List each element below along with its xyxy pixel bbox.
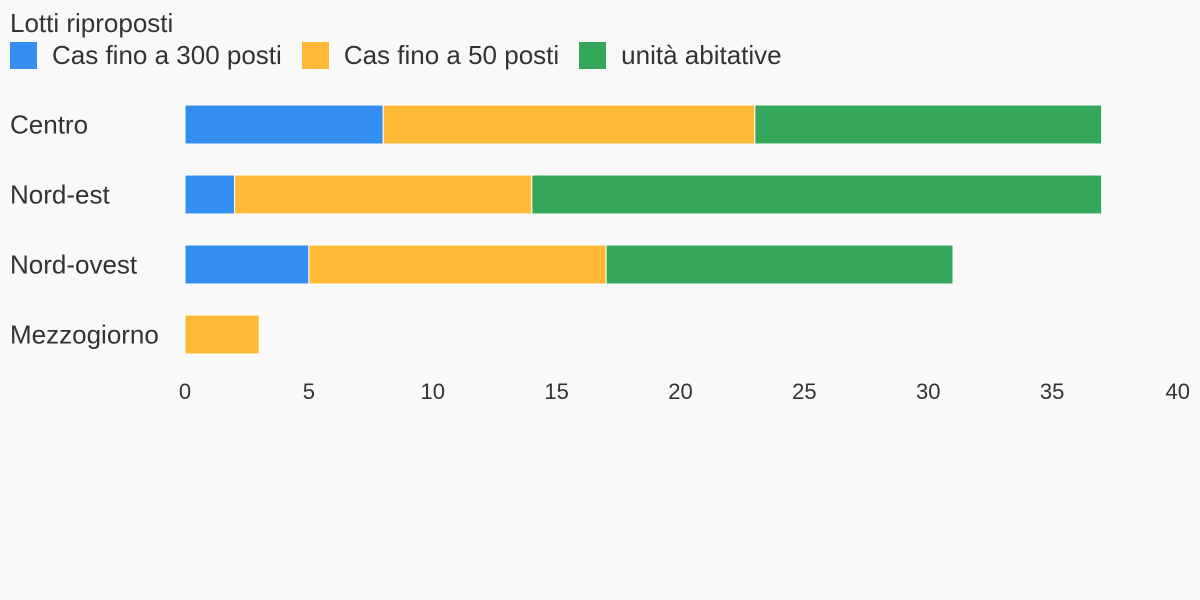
chart-legend: Cas fino a 300 posti Cas fino a 50 posti…: [10, 38, 802, 72]
legend-item-series-3[interactable]: unità abitative: [579, 40, 782, 70]
bar-segment: [184, 104, 384, 145]
x-tick-label: 0: [179, 379, 191, 404]
legend-swatch-series-1: [10, 41, 37, 69]
category-label: Centro: [10, 110, 88, 140]
bar-segment: [531, 174, 1103, 215]
bar-segment: [308, 244, 607, 285]
legend-swatch-series-3: [579, 41, 607, 69]
bar-segment: [184, 174, 236, 215]
bar-segment: [234, 174, 533, 215]
category-label: Mezzogiorno: [10, 320, 159, 350]
legend-item-series-1[interactable]: Cas fino a 300 posti: [10, 40, 282, 70]
x-tick-label: 30: [916, 379, 940, 404]
bar-segment: [184, 314, 260, 355]
legend-label-series-2: Cas fino a 50 posti: [343, 40, 560, 70]
legend-label-series-3: unità abitative: [621, 40, 782, 70]
bar-segment: [382, 104, 756, 145]
legend-item-series-2[interactable]: Cas fino a 50 posti: [301, 40, 560, 70]
chart-title: Lotti riproposti: [10, 8, 174, 38]
category-label: Nord-ovest: [10, 250, 138, 280]
x-tick-label: 40: [1166, 379, 1190, 404]
x-tick-label: 25: [792, 379, 816, 404]
bar-segment: [754, 104, 1103, 145]
x-tick-label: 35: [1040, 379, 1064, 404]
x-tick-label: 20: [668, 379, 692, 404]
category-label: Nord-est: [10, 180, 110, 210]
bar-segment: [184, 244, 310, 285]
x-tick-label: 15: [544, 379, 568, 404]
x-tick-label: 5: [303, 379, 315, 404]
bar-segment: [605, 244, 954, 285]
legend-label-series-1: Cas fino a 300 posti: [52, 40, 282, 70]
x-tick-label: 10: [421, 379, 445, 404]
legend-swatch-series-2: [301, 41, 329, 69]
